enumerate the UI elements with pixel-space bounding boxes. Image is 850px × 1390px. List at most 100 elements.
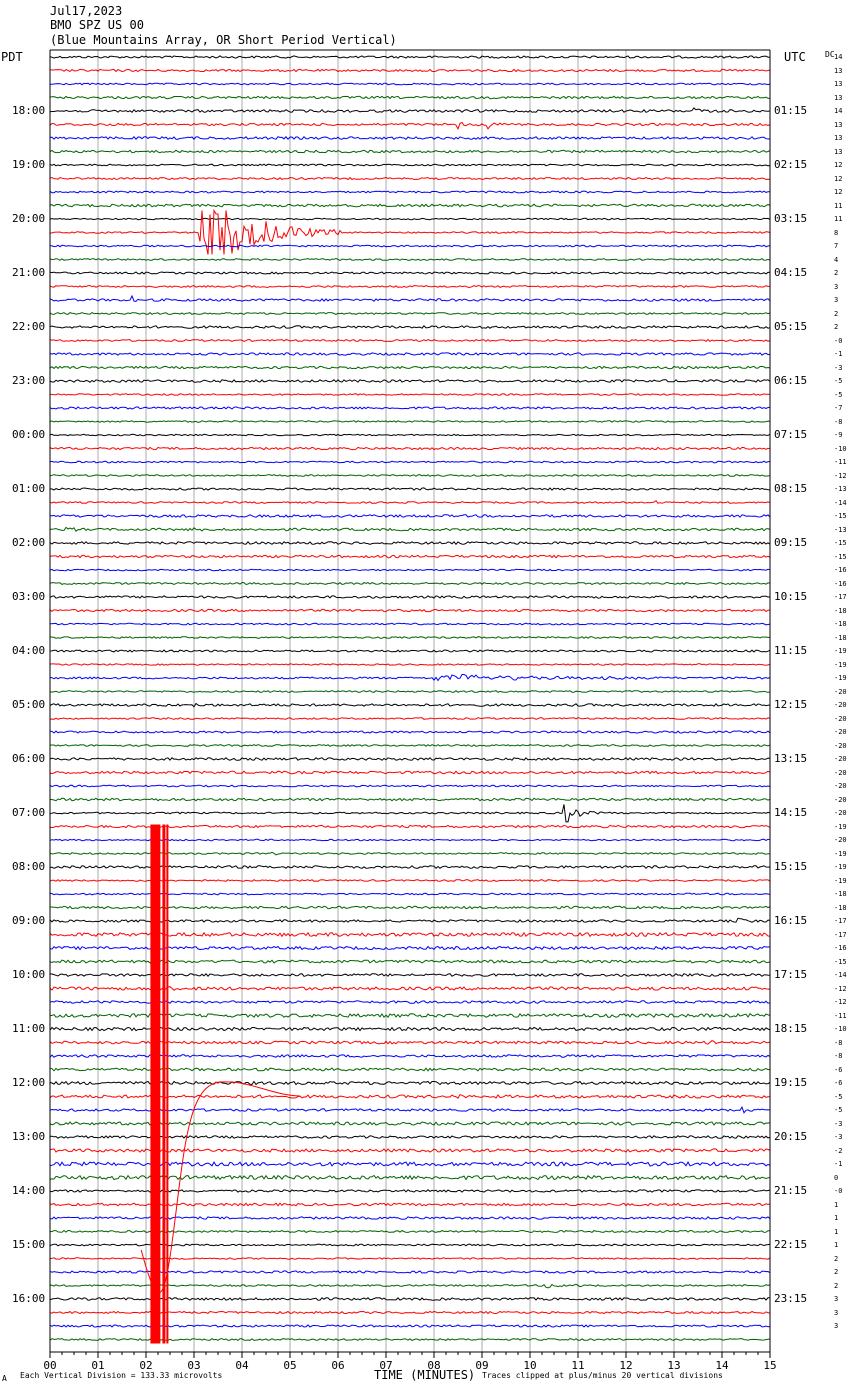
dc-offset: -20	[834, 714, 847, 723]
dc-offset: -20	[834, 701, 847, 709]
trace-row-5	[49, 121, 771, 131]
dc-offset: 4	[834, 255, 839, 264]
trace-row-19	[49, 312, 771, 316]
right-hour-label: 19:15	[774, 1076, 808, 1089]
x-tick-label-14: 14	[715, 1359, 729, 1372]
trace-row-77	[49, 1093, 771, 1099]
trace-row-82	[49, 1161, 771, 1167]
dc-offset: -15	[834, 512, 847, 520]
dc-offset: -20	[834, 728, 847, 736]
minute-grid	[49, 49, 771, 1353]
dc-offset: -6	[834, 1079, 843, 1087]
right-hour-label: 10:15	[774, 590, 808, 603]
trace-row-87	[49, 1229, 770, 1234]
trace-row-29	[49, 446, 771, 451]
dc-offset: -3	[834, 1133, 843, 1141]
dc-offset: -20	[834, 768, 847, 777]
dc-offset: 13	[834, 66, 843, 75]
trace-row-26	[49, 406, 771, 410]
trace-row-12	[49, 217, 771, 221]
trace-row-57	[49, 824, 771, 829]
dc-offset: 1	[834, 1241, 839, 1249]
dc-offset: -17	[834, 593, 847, 601]
left-hour-label: 08:00	[12, 860, 46, 873]
left-hour-label: 22:00	[12, 320, 46, 333]
dc-offset: -5	[834, 390, 843, 399]
x-tick-label-11: 11	[571, 1359, 584, 1372]
long-period-swing	[140, 1081, 301, 1294]
x-tick-label-5: 05	[283, 1359, 296, 1372]
x-tick-label-10: 10	[523, 1359, 536, 1372]
left-hour-label: 07:00	[12, 806, 46, 819]
left-hour-label: 12:00	[12, 1076, 46, 1089]
dc-offset: -0	[834, 1187, 843, 1195]
x-tick-label-13: 13	[667, 1359, 680, 1372]
left-hour-label: 00:00	[12, 428, 46, 441]
dc-offset: 13	[834, 134, 843, 142]
dc-offset: -14	[834, 971, 847, 979]
trace-row-80	[49, 1135, 771, 1139]
right-hour-label: 16:15	[774, 914, 808, 927]
dc-offset: -10	[834, 444, 847, 453]
trace-row-58	[49, 838, 771, 842]
x-tick-label-2: 02	[139, 1359, 152, 1372]
dc-offset: 3	[834, 296, 839, 304]
scale-note: Each Vertical Division = 133.33 microvol…	[20, 1371, 223, 1380]
trace-row-39	[49, 581, 771, 586]
trace-row-81	[49, 1148, 771, 1153]
dc-offset: 13	[834, 120, 843, 129]
trace-row-13	[49, 208, 771, 255]
dc-offset: -19	[834, 849, 847, 858]
dc-offset: -19	[834, 647, 847, 655]
trace-row-67	[49, 959, 771, 964]
dc-offset: 2	[834, 1281, 839, 1290]
right-hour-label: 20:15	[774, 1130, 808, 1143]
left-timezone: PDT	[1, 50, 23, 64]
trace-row-14	[49, 244, 771, 248]
clip-note: Traces clipped at plus/minus 20 vertical…	[482, 1371, 723, 1380]
trace-row-86	[49, 1216, 771, 1220]
trace-row-2	[50, 82, 771, 86]
dc-offset: 3	[834, 282, 839, 291]
dc-offset: -8	[834, 1038, 843, 1047]
dc-offset: -20	[834, 782, 847, 790]
trace-row-17	[49, 284, 771, 289]
dc-offset: -5	[834, 1092, 843, 1101]
left-hour-label: 02:00	[12, 536, 46, 549]
dc-offset: -14	[834, 498, 847, 507]
trace-row-61	[49, 879, 771, 882]
clipped-trace-block	[150, 824, 161, 1344]
trace-row-9	[49, 176, 771, 181]
left-hour-label: 09:00	[12, 914, 46, 927]
left-hour-label: 18:00	[12, 104, 46, 117]
trace-row-45	[49, 663, 771, 666]
dc-offset: 1	[834, 1200, 839, 1209]
dc-offset: 11	[834, 201, 843, 210]
trace-row-28	[49, 433, 771, 437]
left-hour-label: 15:00	[12, 1238, 46, 1251]
x-axis-title: TIME (MINUTES)	[374, 1368, 476, 1382]
dc-offset: -20	[834, 836, 847, 844]
trace-row-7	[49, 149, 771, 154]
trace-row-70	[49, 1000, 771, 1004]
trace-row-23	[49, 365, 771, 370]
right-hour-label: 15:15	[774, 860, 808, 873]
trace-row-10	[49, 190, 770, 194]
trace-row-1	[49, 68, 771, 73]
dc-offset: -17	[834, 930, 847, 939]
dc-offset: -13	[834, 485, 847, 493]
dc-offset: 2	[834, 269, 839, 277]
trace-row-42	[50, 622, 771, 626]
dc-offset: 1	[834, 1227, 839, 1236]
right-hour-label: 14:15	[774, 806, 808, 819]
trace-row-24	[49, 379, 771, 383]
dc-offset: -16	[834, 566, 847, 574]
trace-row-69	[49, 985, 771, 992]
dc-offset: -20	[834, 795, 847, 804]
left-hour-label: 16:00	[12, 1292, 46, 1305]
trace-row-16	[49, 271, 771, 275]
trace-row-53	[49, 770, 771, 775]
x-tick-label-7: 07	[379, 1359, 392, 1372]
trace-row-76	[49, 1080, 771, 1086]
